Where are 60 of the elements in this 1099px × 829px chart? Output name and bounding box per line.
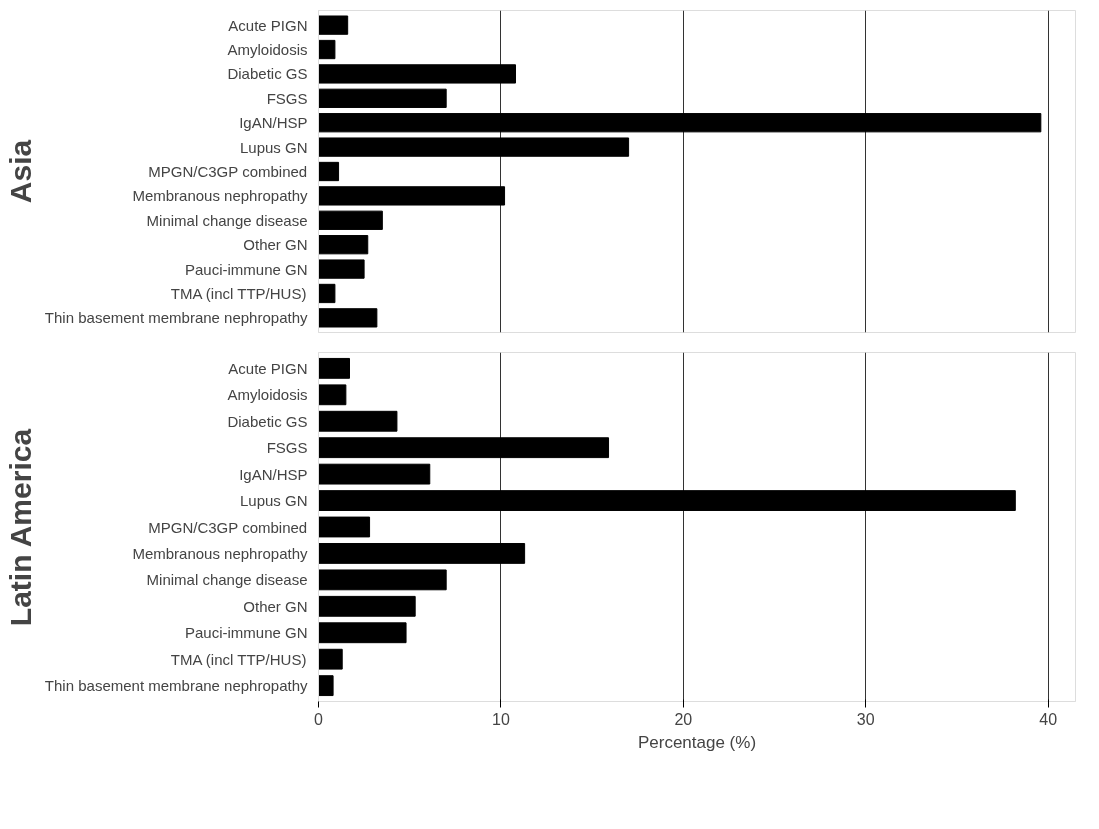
y-tick-label: Amyloidosis xyxy=(227,386,308,404)
bar xyxy=(318,161,340,182)
y-tick-label: Minimal change disease xyxy=(146,211,308,229)
y-tick-label: TMA (incl TTP/HUS) xyxy=(170,284,307,302)
bar xyxy=(318,39,336,60)
bar xyxy=(318,410,398,432)
bar xyxy=(318,113,1042,133)
bar xyxy=(318,675,334,697)
bar xyxy=(318,648,343,670)
bar xyxy=(318,15,349,35)
bar xyxy=(318,516,371,538)
y-tick-label: TMA (incl TTP/HUS) xyxy=(170,650,307,668)
bar xyxy=(318,235,369,255)
y-tick-label: Thin basement membrane nephropathy xyxy=(44,677,308,695)
bar xyxy=(318,595,416,617)
y-tick-label: Diabetic GS xyxy=(227,412,308,430)
bar xyxy=(318,569,447,591)
y-tick-label: Pauci-immune GN xyxy=(184,260,308,278)
bar xyxy=(318,437,610,459)
y-tick-label: MPGN/C3GP combined xyxy=(148,163,308,180)
bar xyxy=(318,210,383,230)
x-tick-label: 10 xyxy=(492,710,510,728)
bar xyxy=(318,88,447,108)
bar xyxy=(318,259,365,279)
bar xyxy=(318,622,407,644)
y-tick-label: Other GN xyxy=(243,597,308,615)
bar xyxy=(318,357,351,379)
y-tick-label: Acute PIGN xyxy=(228,16,308,34)
y-tick-label: FSGS xyxy=(266,439,308,457)
bar xyxy=(318,463,431,485)
y-tick-label: Diabetic GS xyxy=(227,65,308,83)
x-tick-label: 20 xyxy=(674,710,693,728)
bar xyxy=(318,64,516,84)
bar xyxy=(318,186,506,206)
bar xyxy=(318,308,378,328)
bar xyxy=(318,384,347,406)
bar xyxy=(318,137,630,157)
bar xyxy=(318,543,526,564)
y-axis-title: Latin America xyxy=(3,428,37,627)
x-axis-title: Percentage (%) xyxy=(637,732,757,752)
x-tick-label: 30 xyxy=(856,710,875,728)
x-tick-label: 0 xyxy=(314,710,324,728)
y-tick-label: Acute PIGN xyxy=(228,359,308,377)
y-tick-label: Amyloidosis xyxy=(227,41,308,59)
y-tick-label: Lupus GN xyxy=(239,138,308,156)
y-tick-label: IgAN/HSP xyxy=(239,465,308,483)
y-tick-label: Minimal change disease xyxy=(146,571,308,589)
y-axis-title: Asia xyxy=(3,139,37,204)
bar xyxy=(318,490,1016,511)
y-tick-label: Other GN xyxy=(243,236,308,254)
y-tick-label: MPGN/C3GP combined xyxy=(148,518,308,536)
x-tick-label: 40 xyxy=(1039,710,1058,728)
bar xyxy=(318,283,336,304)
y-tick-label: Membranous nephropathy xyxy=(132,544,308,562)
y-tick-label: Membranous nephropathy xyxy=(132,187,308,205)
y-tick-label: FSGS xyxy=(266,89,308,107)
y-tick-label: Thin basement membrane nephropathy xyxy=(44,309,308,327)
y-tick-label: Pauci-immune GN xyxy=(184,624,308,642)
y-tick-label: Lupus GN xyxy=(239,492,308,510)
y-tick-label: IgAN/HSP xyxy=(239,114,308,132)
